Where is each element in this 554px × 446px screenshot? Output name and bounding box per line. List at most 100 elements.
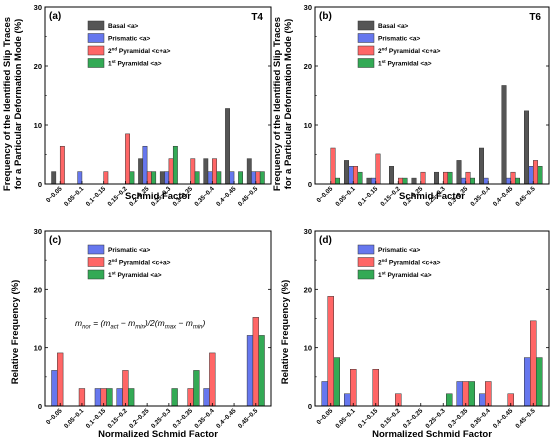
- bar-1-1: [51, 370, 58, 407]
- bar-3-6: [171, 388, 178, 407]
- bar-2-8: [209, 352, 216, 407]
- bar-2-2: [77, 171, 83, 185]
- bar-2-10: [528, 166, 534, 185]
- bar-2-9: [229, 171, 235, 185]
- legend-label-basal-a: Basal <a>: [108, 23, 139, 30]
- formula-annotation: mnor = (mact − mmin)/2(mmax − mmin): [75, 318, 206, 331]
- bar-1-7: [456, 160, 462, 185]
- panel-title: T4: [251, 12, 263, 23]
- y-tick-label: 10: [34, 121, 42, 130]
- bar-3-7: [190, 158, 196, 185]
- bar-3-7: [468, 381, 475, 407]
- x-axis-title: Schmid Factor: [125, 191, 191, 202]
- y-tick-label: 20: [304, 285, 312, 294]
- bar-4-4: [402, 177, 408, 185]
- bar-1-10: [246, 335, 254, 407]
- bar-4-6: [172, 145, 178, 185]
- bar-2-8: [483, 177, 489, 185]
- bar-4-4: [129, 171, 135, 185]
- panel-label: (c): [49, 235, 61, 246]
- bar-2-5: [142, 145, 148, 185]
- y-tick-label: 20: [34, 62, 42, 71]
- y-tick-label: 10: [304, 121, 312, 130]
- bar-3-5: [146, 171, 152, 185]
- bar-1-8: [203, 388, 210, 407]
- bar-3-5: [420, 171, 426, 185]
- bar-2-7: [462, 381, 469, 407]
- bar-4-1: [335, 177, 340, 185]
- bar-3-3: [103, 171, 109, 185]
- y-tick-label: 30: [304, 3, 312, 12]
- bar-3-1: [333, 357, 340, 407]
- bar-4-10: [259, 171, 265, 185]
- bar-4-7: [194, 171, 200, 185]
- bar-1-3: [366, 177, 372, 185]
- legend-swatch-prismatic-a: [357, 33, 375, 43]
- bar-1-2: [344, 160, 349, 185]
- bar-3-6: [168, 158, 174, 185]
- legend-label-2nd-pyramidal-c-a: 2nd Pyramidal <c+a>: [378, 47, 441, 56]
- bar-4-6: [447, 171, 453, 185]
- y-axis-title-bottom-right: Relative Frequency (%): [280, 280, 291, 385]
- bar-3-2: [353, 166, 358, 185]
- bar-1-10: [246, 158, 252, 185]
- legend-label-prismatic-a: Prismatic <a>: [108, 36, 150, 43]
- y-tick-label: 10: [34, 344, 42, 353]
- bar-1-1: [51, 171, 57, 185]
- bar-4-10: [537, 166, 543, 185]
- legend-swatch-1st-pyramidal-a: [357, 269, 375, 280]
- bar-4-2: [357, 171, 363, 185]
- bar-4-9: [515, 177, 520, 185]
- bar-3-10: [536, 357, 543, 407]
- bar-3-6: [446, 393, 453, 407]
- bar-4-5: [151, 171, 157, 185]
- bar-3-4: [125, 133, 131, 185]
- bar-1-6: [159, 171, 165, 185]
- y-axis-title-top-right-line1: Frequency of the Identified Slip Traces: [272, 17, 283, 191]
- bar-3-7: [465, 171, 471, 185]
- legend-swatch-1st-pyramidal-a: [87, 58, 105, 68]
- bar-1-9: [225, 108, 230, 185]
- bar-1-10: [524, 110, 529, 185]
- legend-label-1st-pyramidal-a: 1st Pyramidal <a>: [108, 59, 162, 68]
- legend-label-1st-pyramidal-a: 1st Pyramidal <a>: [108, 271, 162, 280]
- bar-1-8: [479, 147, 484, 185]
- bar-2-2: [348, 166, 354, 185]
- legend-swatch-basal-a: [357, 20, 375, 31]
- x-axis-title: Normalized Schmid Factor: [98, 429, 218, 440]
- bar-2-1: [327, 296, 334, 407]
- y-tick-label: 10: [304, 344, 312, 353]
- legend-swatch-2nd-pyramidal-c-a: [357, 45, 375, 56]
- bar-1-2: [344, 393, 351, 407]
- bar-3-7: [193, 370, 200, 407]
- y-tick-label: 0: [308, 402, 312, 411]
- bar-1-9: [501, 85, 507, 185]
- legend-swatch-basal-a: [87, 20, 105, 31]
- legend-swatch-prismatic-a: [87, 33, 105, 43]
- y-tick-label: 0: [308, 180, 312, 189]
- bar-3-4: [128, 388, 135, 407]
- legend-swatch-1st-pyramidal-a: [87, 269, 105, 280]
- bar-3-6: [443, 171, 448, 185]
- panel-label: (a): [49, 11, 61, 22]
- bar-2-10: [530, 320, 537, 407]
- y-tick-label: 30: [34, 227, 42, 236]
- bar-4-8: [216, 171, 222, 185]
- bar-3-1: [59, 145, 65, 185]
- legend-label-prismatic-a: Prismatic <a>: [378, 247, 420, 254]
- bar-4-9: [238, 171, 243, 185]
- panel-label: (b): [319, 11, 332, 22]
- y-tick-label: 20: [304, 62, 312, 71]
- bar-1-5: [411, 177, 417, 185]
- bar-1-7: [456, 381, 463, 407]
- bar-1-1: [321, 381, 328, 407]
- panel-label: (d): [319, 235, 332, 246]
- bar-2-10: [252, 317, 259, 407]
- bar-3-1: [330, 147, 336, 185]
- legend-label-1st-pyramidal-a: 1st Pyramidal <a>: [378, 271, 432, 280]
- y-axis-title-top-line1: Frequency of the Identified Slip Traces: [2, 17, 13, 191]
- legend-label-2nd-pyramidal-c-a: 2nd Pyramidal <c+a>: [108, 47, 171, 56]
- bar-2-9: [506, 177, 511, 185]
